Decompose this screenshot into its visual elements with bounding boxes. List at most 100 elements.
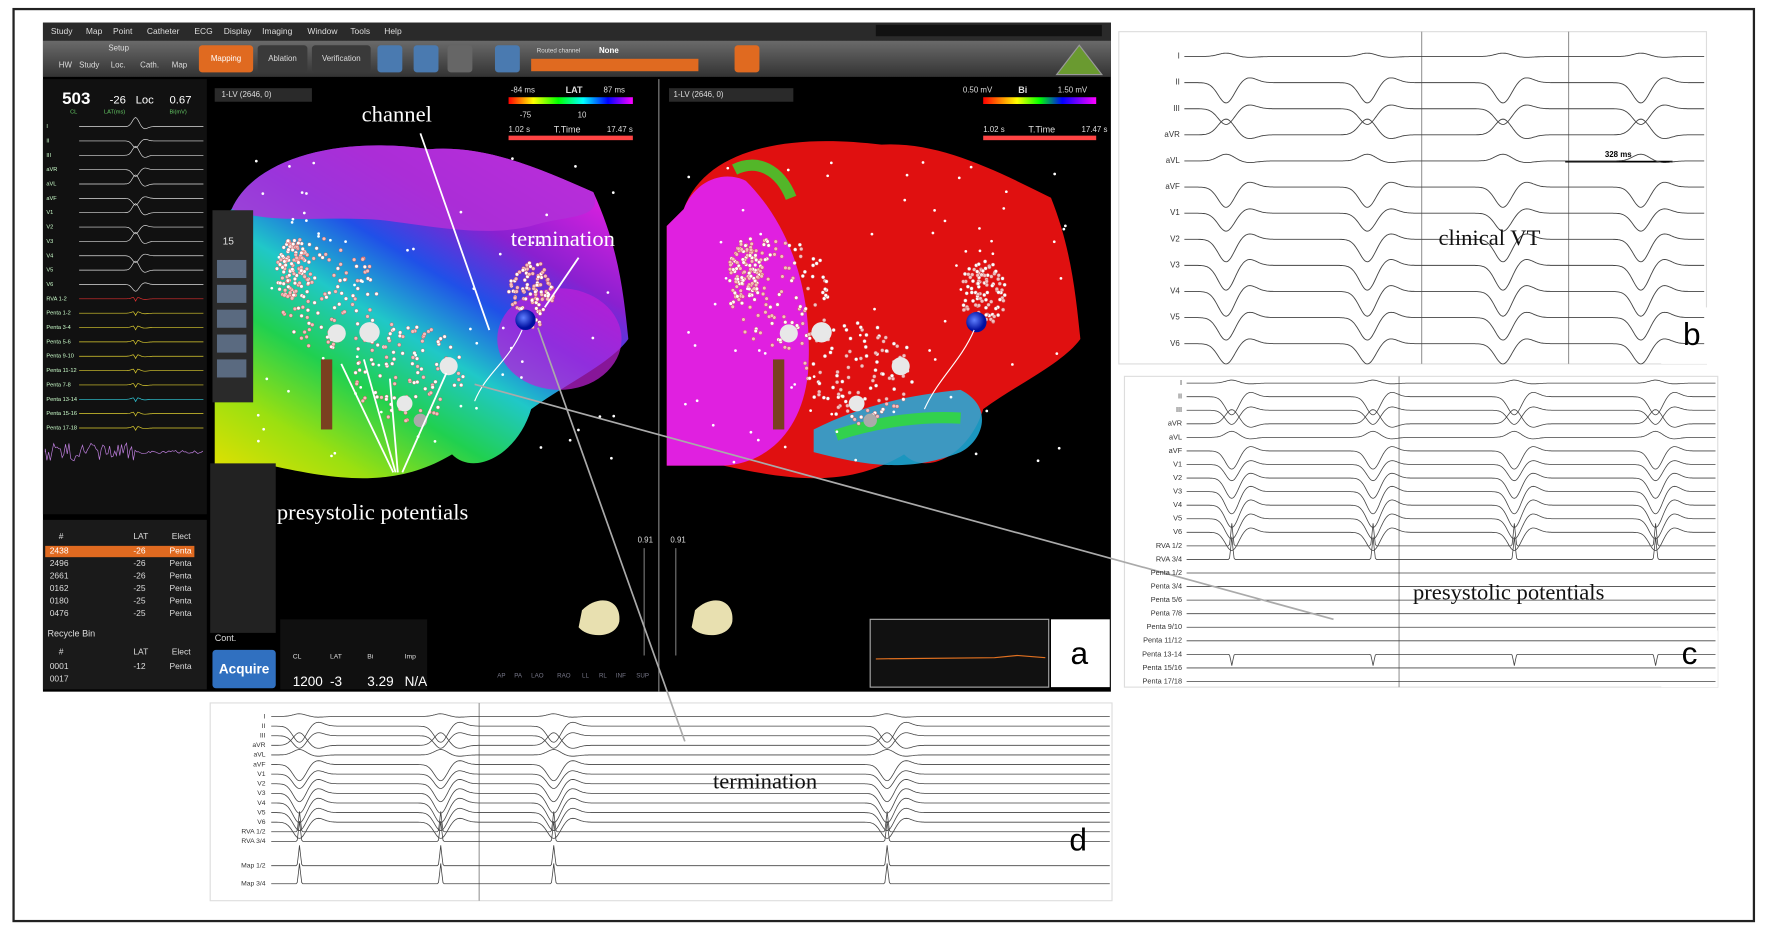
map-point bbox=[848, 336, 853, 341]
map-point bbox=[310, 322, 315, 327]
icon-button[interactable] bbox=[494, 45, 520, 73]
map-point bbox=[338, 262, 343, 267]
view-button[interactable]: AP bbox=[497, 672, 505, 679]
map-point bbox=[287, 389, 290, 393]
map-point bbox=[515, 285, 520, 290]
map-point bbox=[392, 381, 397, 386]
tool-button[interactable] bbox=[216, 259, 247, 279]
heart-icon bbox=[578, 600, 620, 636]
lead-label: RVA 1/2 bbox=[241, 829, 265, 836]
map-point bbox=[546, 281, 551, 286]
map-point bbox=[283, 288, 288, 293]
side-panel bbox=[210, 463, 276, 633]
ablation-button[interactable] bbox=[257, 45, 308, 73]
lead-label: Penta 7/8 bbox=[1151, 609, 1182, 618]
map-point bbox=[390, 361, 395, 366]
tool-button[interactable] bbox=[216, 359, 247, 378]
map-point bbox=[845, 409, 850, 414]
map-point bbox=[990, 283, 995, 288]
map-point bbox=[359, 386, 363, 389]
map-point bbox=[748, 274, 753, 279]
map-point bbox=[541, 307, 546, 312]
menu-item[interactable]: Window bbox=[307, 26, 338, 36]
map-point bbox=[448, 345, 453, 350]
map-point bbox=[344, 240, 347, 244]
map-point bbox=[520, 376, 523, 379]
map-point bbox=[743, 330, 748, 334]
label: 15 bbox=[223, 237, 235, 248]
map-point bbox=[734, 349, 737, 352]
map-point bbox=[884, 401, 889, 406]
view-button[interactable]: LAO bbox=[531, 672, 544, 679]
tab[interactable]: Cath. bbox=[140, 61, 159, 70]
button-label[interactable]: Verification bbox=[322, 54, 361, 63]
map-point bbox=[297, 281, 302, 286]
map-selector[interactable] bbox=[214, 88, 312, 102]
tab[interactable]: Loc. bbox=[111, 61, 126, 70]
map-point bbox=[742, 269, 747, 274]
view-button[interactable]: PA bbox=[514, 672, 523, 679]
map-point bbox=[731, 257, 736, 262]
menu-item[interactable]: Display bbox=[224, 26, 253, 36]
menu-item[interactable]: Map bbox=[86, 26, 103, 36]
button-label[interactable]: Ablation bbox=[268, 54, 297, 63]
view-button[interactable]: INF bbox=[616, 672, 626, 679]
map-point bbox=[798, 254, 803, 259]
view-button[interactable]: RL bbox=[599, 672, 607, 679]
lead-label: III bbox=[46, 153, 51, 159]
map-point bbox=[434, 411, 439, 416]
map-point bbox=[749, 430, 753, 434]
icon-button[interactable] bbox=[734, 45, 760, 73]
button-label[interactable]: Mapping bbox=[211, 54, 241, 63]
ecg-trace bbox=[1186, 513, 1716, 540]
mapping-button[interactable] bbox=[198, 45, 254, 73]
menu-item[interactable]: Study bbox=[51, 26, 73, 36]
selected-row[interactable] bbox=[45, 545, 195, 558]
menu-item[interactable]: Catheter bbox=[147, 26, 180, 36]
icon-button[interactable] bbox=[413, 45, 439, 73]
ecg-trace bbox=[1184, 338, 1705, 365]
map-point bbox=[811, 362, 816, 366]
menu-item[interactable]: Point bbox=[113, 26, 133, 36]
map-point bbox=[545, 277, 550, 282]
map-point bbox=[389, 322, 394, 327]
table-cell: 0017 bbox=[50, 673, 69, 683]
button-label[interactable]: Acquire bbox=[219, 662, 270, 677]
map-point bbox=[870, 232, 874, 236]
map-point bbox=[278, 281, 283, 286]
status-icon bbox=[1055, 44, 1103, 76]
map-point bbox=[371, 362, 376, 367]
menu-item[interactable]: Help bbox=[384, 26, 402, 36]
label[interactable]: 1-LV (2646, 0) bbox=[674, 90, 724, 99]
icon-button[interactable] bbox=[377, 45, 403, 73]
menu-item[interactable]: Imaging bbox=[262, 26, 292, 36]
tool-button[interactable] bbox=[216, 284, 247, 303]
lead-label: V5 bbox=[257, 809, 266, 816]
map-point bbox=[739, 242, 744, 247]
label[interactable]: 1-LV (2646, 0) bbox=[222, 90, 272, 99]
lat-color-bar bbox=[508, 97, 633, 104]
arrow bbox=[388, 378, 399, 473]
map-point bbox=[319, 296, 324, 301]
tab[interactable]: Map bbox=[172, 61, 188, 70]
view-button[interactable]: SUP bbox=[636, 672, 649, 679]
map-point bbox=[961, 303, 966, 308]
channel-selector[interactable] bbox=[531, 58, 699, 72]
tool-button[interactable] bbox=[216, 334, 247, 353]
view-button[interactable]: RAO bbox=[557, 672, 571, 679]
menu-item[interactable]: ECG bbox=[194, 26, 212, 36]
map-point bbox=[991, 252, 995, 256]
tab[interactable]: HW bbox=[59, 61, 73, 70]
label: T.Time bbox=[1028, 124, 1055, 134]
map-point bbox=[277, 255, 281, 259]
icon-button[interactable] bbox=[447, 45, 473, 73]
view-button[interactable]: LL bbox=[582, 672, 589, 679]
map-selector[interactable] bbox=[669, 88, 794, 102]
menu-item[interactable]: Tools bbox=[350, 26, 370, 36]
verification-button[interactable] bbox=[311, 45, 371, 73]
map-point bbox=[475, 406, 478, 410]
lead-label: II bbox=[262, 723, 266, 730]
tool-button[interactable] bbox=[216, 309, 247, 328]
acquire-button[interactable] bbox=[212, 649, 276, 689]
tab[interactable]: Study bbox=[79, 61, 99, 70]
